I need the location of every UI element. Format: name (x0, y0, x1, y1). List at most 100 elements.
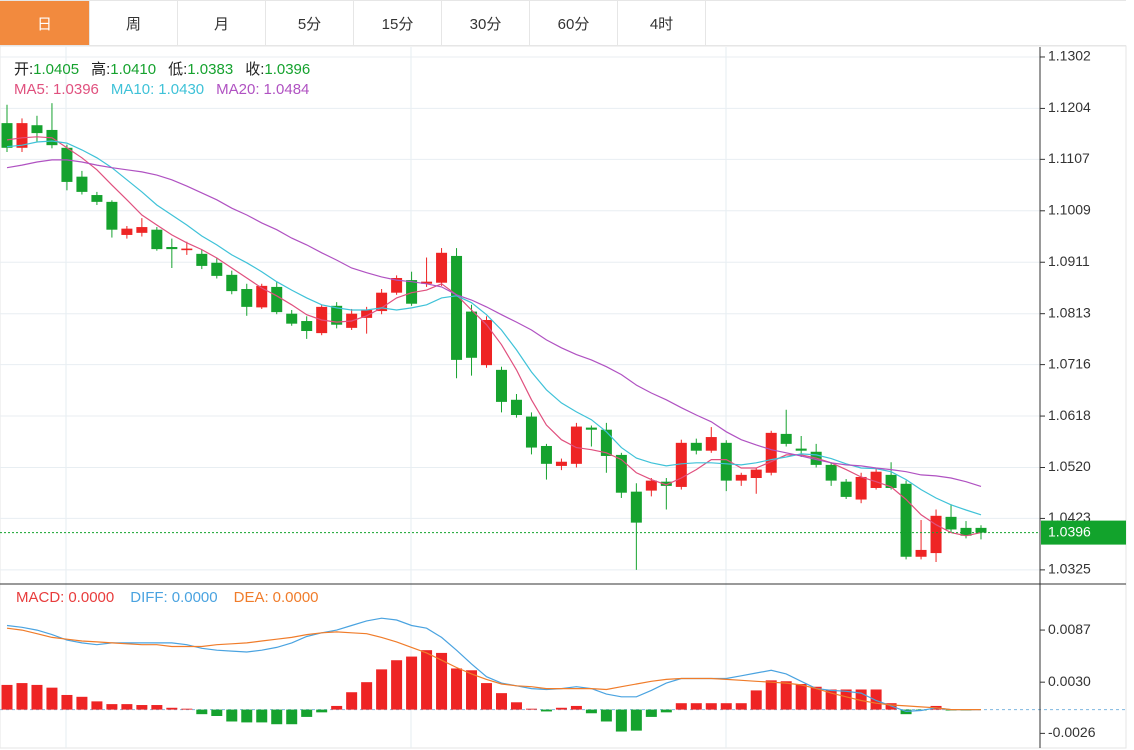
y-tick-label: 1.1107 (1048, 150, 1090, 166)
readout-item: 高:1.0410 (91, 58, 156, 79)
macd-readout: MACD: 0.0000 DIFF: 0.0000 DEA: 0.0000 (16, 589, 319, 606)
macd-bar (690, 703, 702, 710)
readout-name: MA20: (216, 81, 260, 98)
readout-value: 1.0396 (53, 81, 99, 98)
y-tick-label: 1.1302 (1048, 48, 1091, 64)
candle-body (406, 280, 418, 304)
readout-value: 1.0484 (263, 81, 310, 98)
candle-body (900, 483, 912, 557)
macd-bar (555, 707, 567, 710)
period-tab[interactable]: 30分 (442, 1, 530, 45)
candle-body (31, 125, 43, 134)
candle-body (76, 176, 88, 192)
macd-bar (481, 683, 493, 710)
macd-bar (46, 687, 58, 710)
period-tab[interactable]: 周 (90, 1, 178, 45)
period-tab[interactable]: 15分 (354, 1, 442, 45)
macd-bar (870, 689, 882, 710)
candle-body (91, 195, 103, 202)
candle-body (585, 427, 597, 430)
y-tick-label: 1.0813 (1048, 304, 1091, 320)
candle-body (466, 311, 478, 358)
macd-bar (241, 709, 253, 723)
readout-name: MA10: (110, 81, 155, 98)
readout-name: DIFF: (130, 589, 168, 606)
macd-bar (136, 705, 148, 710)
macd-bar (346, 692, 358, 710)
candle-body (960, 527, 972, 536)
macd-bar (705, 703, 717, 710)
readout-item: DEA: 0.0000 (234, 589, 319, 606)
line (6, 136, 982, 537)
macd-bar (391, 660, 403, 710)
macd-bar (810, 686, 822, 710)
candle-body (211, 262, 223, 276)
macd-bar (765, 680, 777, 710)
candle-body (870, 471, 882, 488)
readout-value: 1.0405 (33, 61, 80, 78)
candle-body (615, 454, 627, 493)
readout-value: 1.0410 (110, 61, 157, 78)
macd-bar (16, 683, 28, 710)
period-tab[interactable]: 5分 (266, 1, 354, 45)
candle-body (361, 310, 373, 318)
candle-body (930, 515, 942, 554)
period-tab[interactable]: 月 (178, 1, 266, 45)
period-tab[interactable]: 日 (0, 1, 90, 45)
macd-bar (316, 709, 328, 713)
macd-bar (436, 652, 448, 710)
macd-bar (735, 703, 747, 710)
readout-item: 收:1.0396 (245, 58, 310, 79)
candle-body (765, 432, 777, 473)
macd-bar (151, 705, 163, 710)
candle-body (720, 442, 732, 481)
readout-item: MA20: 1.0484 (216, 81, 309, 98)
macd-bar (226, 709, 238, 722)
axis-labels: 1.1302 1.1204 1.1107 1.1009 1.0911 1.0813 1.07… (1040, 48, 1126, 740)
candle-body (690, 442, 702, 451)
readout-name: 收: (245, 61, 265, 78)
candle-body (705, 437, 717, 451)
candle-body (660, 481, 672, 486)
macd-bar (91, 701, 103, 710)
candle-body (840, 481, 852, 497)
candle-body (750, 469, 762, 479)
macd-bar (825, 689, 837, 710)
readout-item: 开:1.0405 (14, 58, 79, 79)
macd-bar (525, 708, 537, 710)
readout-item: 低:1.0383 (168, 58, 233, 79)
macd-bar (720, 703, 732, 710)
macd-bar (451, 668, 463, 710)
macd-bar (615, 709, 627, 732)
macd-bar (421, 650, 433, 710)
y-tick-label: 1.0520 (1048, 458, 1091, 474)
y-tick-label: 0.0030 (1048, 673, 1091, 689)
macd-bar (660, 709, 672, 713)
macd-bar (540, 709, 552, 712)
candle-body (555, 461, 567, 466)
readout-value: 1.0396 (264, 61, 311, 78)
y-tick-label: 0.0087 (1048, 621, 1091, 637)
macd-bar (211, 709, 223, 716)
macd-bar (675, 703, 687, 710)
period-tab[interactable]: 4时 (618, 1, 706, 45)
readout-name: MACD: (16, 589, 65, 606)
readout-item: MA5: 1.0396 (14, 81, 99, 98)
candle-body (286, 313, 298, 324)
macd-bar (301, 709, 313, 717)
readout-value: 1.0430 (158, 81, 205, 98)
readout-item: MACD: 0.0000 (16, 589, 114, 606)
macd-bar (166, 707, 178, 710)
macd-bar (331, 705, 343, 710)
period-tab[interactable]: 60分 (530, 1, 618, 45)
frame (0, 45, 1127, 749)
candle-body (61, 147, 73, 182)
candle-body (451, 255, 463, 360)
candle-body (1, 123, 13, 148)
candle-body (376, 292, 388, 312)
candle-body (271, 286, 283, 313)
candle-body (855, 476, 867, 500)
main-grid (0, 56, 1040, 571)
y-tick-label: 1.0325 (1048, 561, 1091, 577)
candle-body (136, 227, 148, 233)
